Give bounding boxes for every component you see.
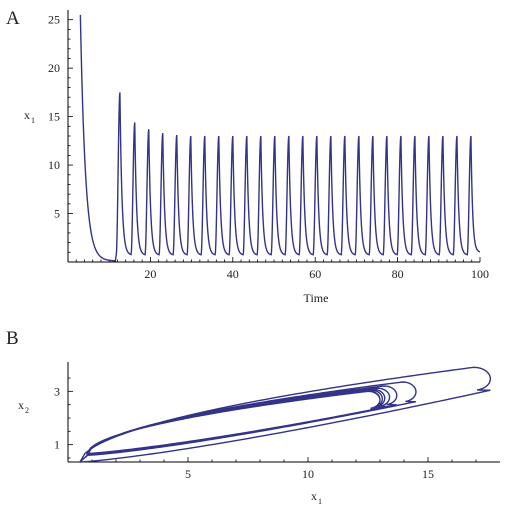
- panel-a: A 20 40 60 80 100 5 10 15 20 25 Time x 1: [6, 8, 489, 305]
- panel-a-letter: A: [6, 8, 20, 29]
- panel-b-ticks: 5 10 15 1 3: [54, 377, 477, 481]
- panel-a-ylabel-sub: 1: [31, 116, 35, 125]
- panel-a-x-tick-label: 100: [471, 267, 489, 281]
- panel-a-xlabel: Time: [304, 291, 329, 305]
- panel-a-ticks: 20 40 60 80 100 5 10 15 20 25: [48, 13, 489, 281]
- panel-a-x-tick-label: 40: [227, 267, 239, 281]
- panel-b: B 5 10 15 1 3 x 1 x 2: [6, 328, 500, 506]
- panel-b-ylabel: x: [18, 398, 24, 412]
- panel-a-y-tick-label: 5: [54, 207, 60, 221]
- panel-b-series-phase: [79, 366, 492, 463]
- panel-b-y-tick-label: 1: [54, 438, 60, 452]
- panel-a-y-tick-label: 15: [48, 110, 60, 124]
- panel-a-ylabel: x: [24, 108, 30, 122]
- panel-b-ylabel-sub: 2: [25, 406, 29, 415]
- panel-b-x-tick-label: 5: [185, 467, 191, 481]
- panel-a-x-tick-label: 60: [309, 267, 321, 281]
- panel-a-y-tick-label: 10: [48, 158, 60, 172]
- panel-a-y-tick-label: 20: [48, 61, 60, 75]
- panel-a-series-x1: [79, 14, 481, 262]
- panel-a-y-tick-label: 25: [48, 13, 60, 27]
- panel-b-y-tick-label: 3: [54, 384, 60, 398]
- panel-b-x-tick-label: 15: [422, 467, 434, 481]
- panel-a-x-tick-label: 20: [144, 267, 156, 281]
- panel-b-xlabel: x: [311, 489, 317, 503]
- panel-a-axes: [67, 10, 480, 263]
- panel-b-xlabel-sub: 1: [318, 497, 322, 506]
- panel-a-x-tick-label: 80: [392, 267, 404, 281]
- panel-b-axes: [67, 362, 500, 463]
- panel-b-letter: B: [6, 328, 19, 349]
- panel-b-x-tick-label: 10: [302, 467, 314, 481]
